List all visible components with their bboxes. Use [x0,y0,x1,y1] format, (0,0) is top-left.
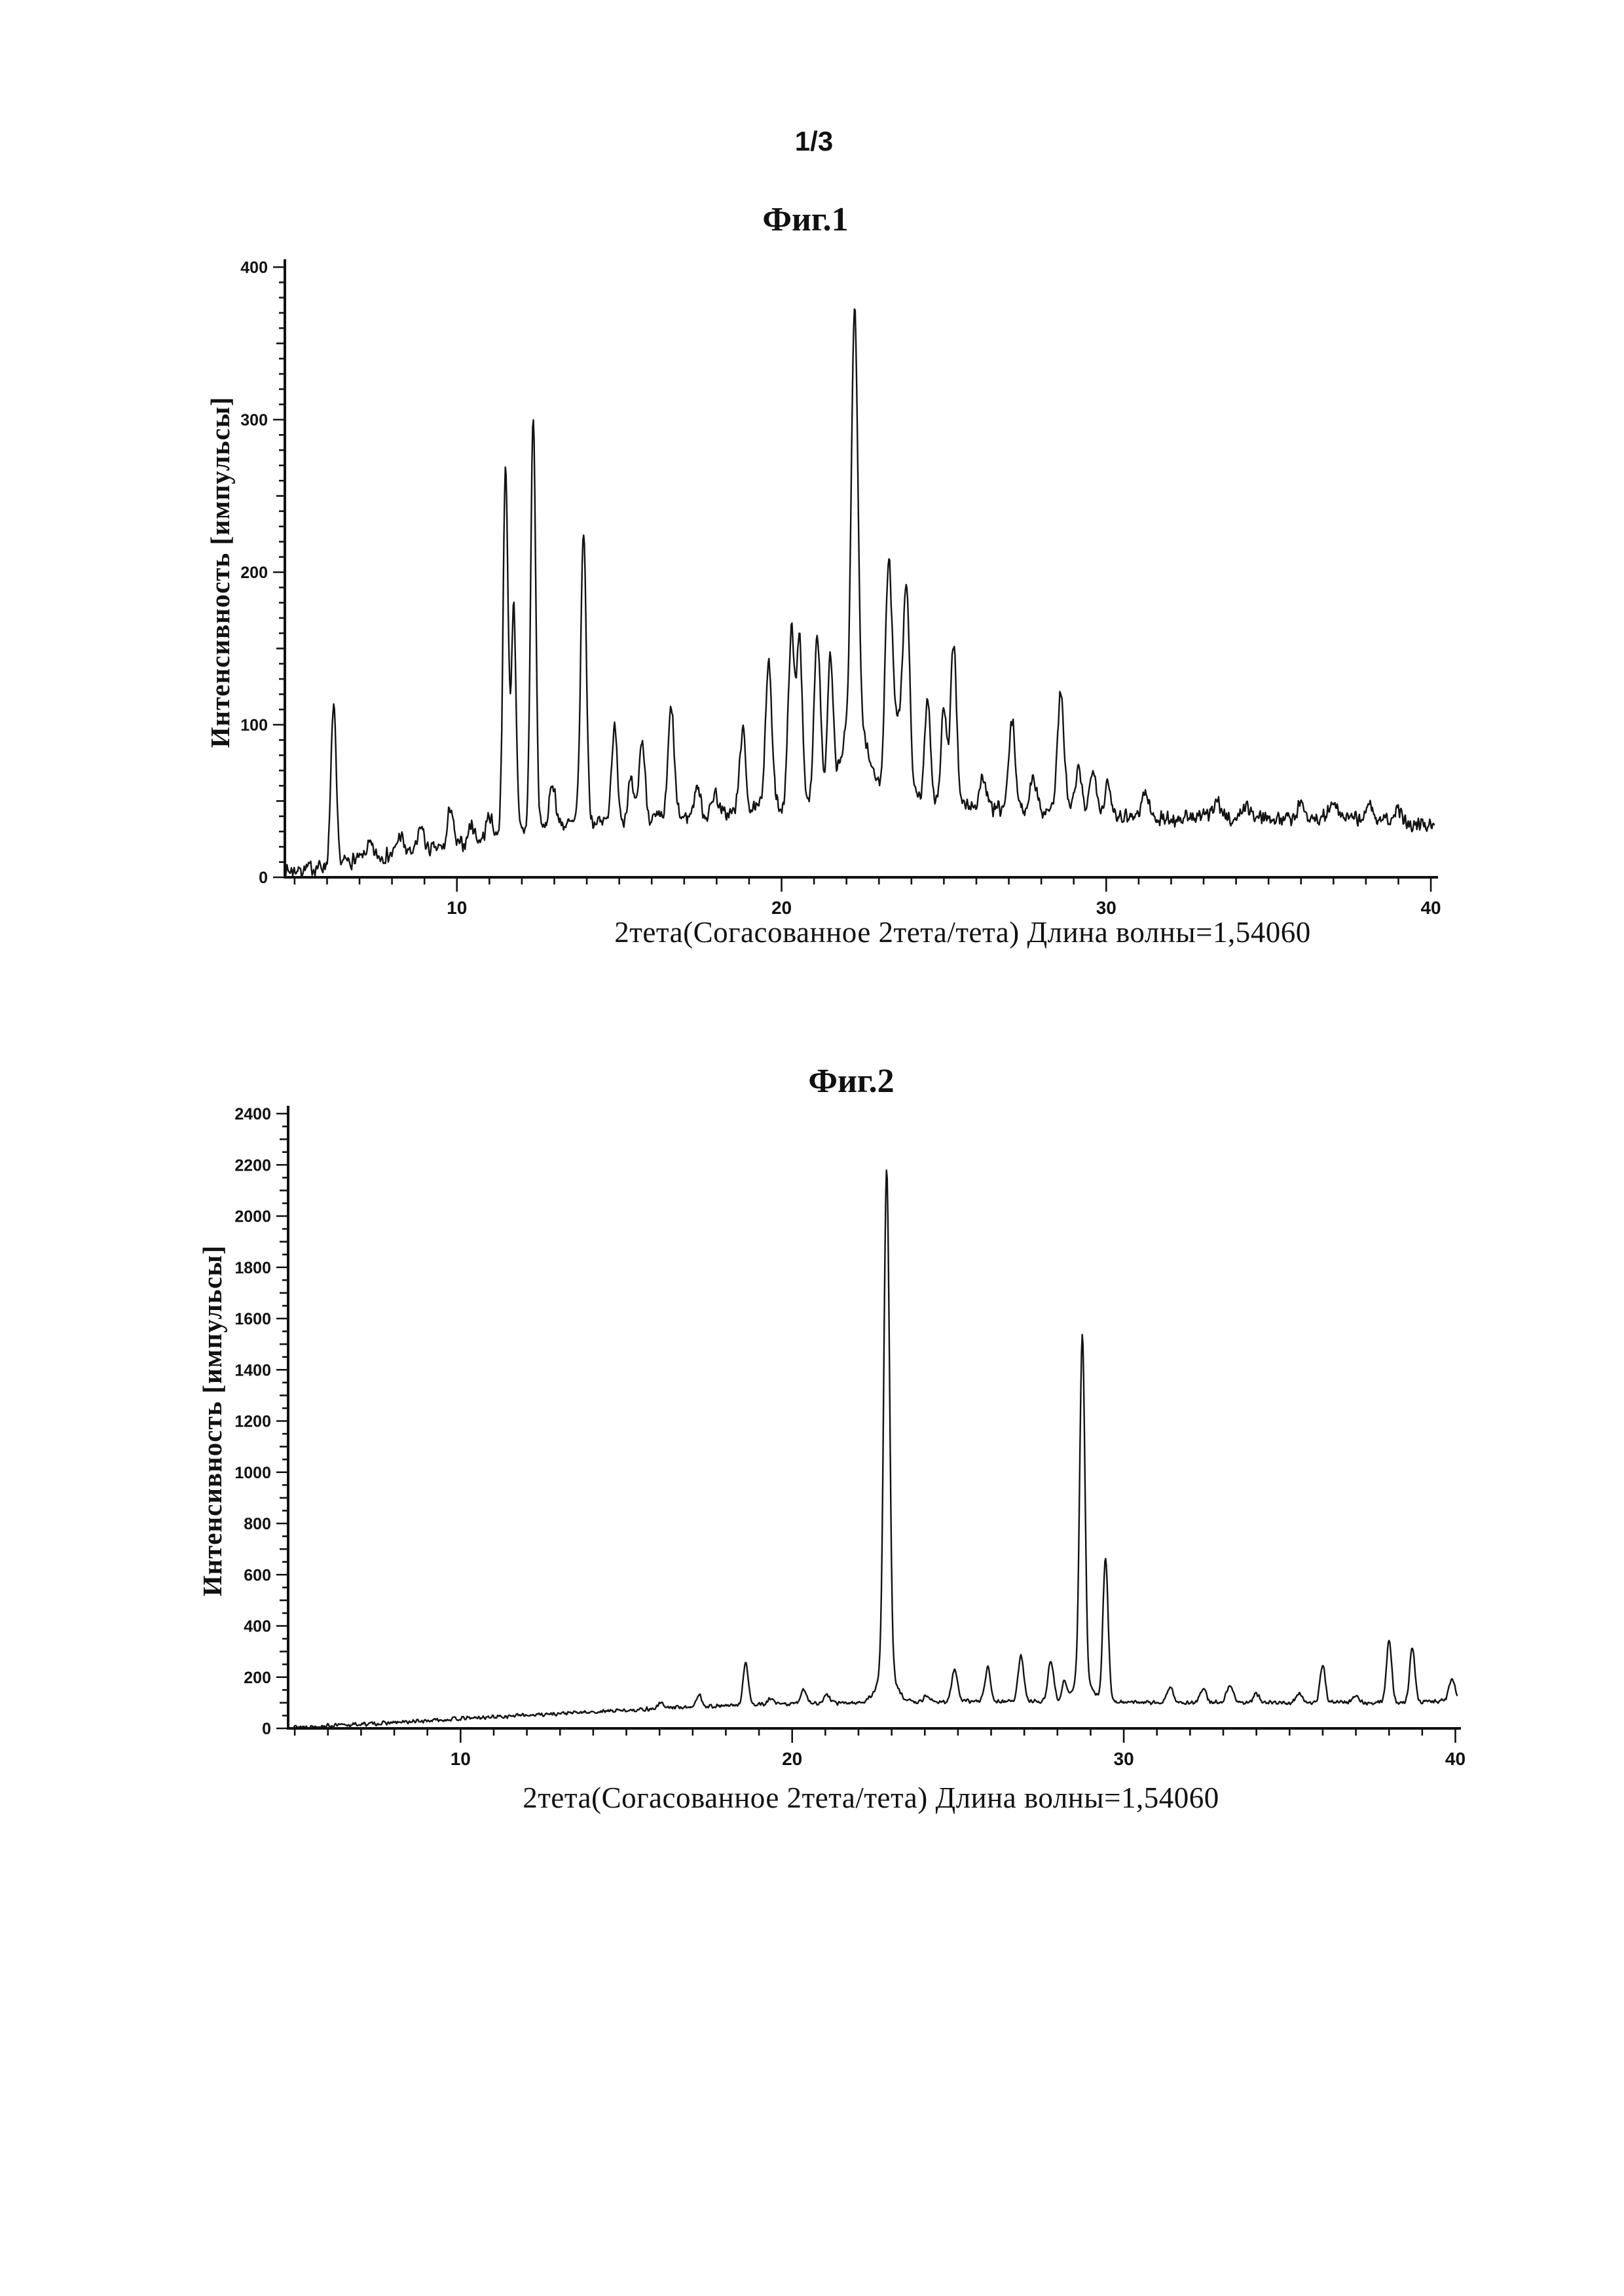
y-tick-label: 1400 [234,1361,271,1379]
x-tick-label: 30 [1114,1749,1134,1769]
y-tick-label: 300 [240,411,268,429]
fig1-y-axis-label: Интенсивность [импульсы] [205,397,235,748]
fig1-x-axis-caption: 2тета(Согасованное 2тета/тета) Длина вол… [614,916,1311,949]
y-tick-label: 800 [244,1515,271,1533]
y-tick-label: 1000 [234,1464,271,1482]
y-tick-label: 200 [240,564,268,582]
axis-line [287,1106,1461,1730]
axis-line [284,259,1438,879]
x-tick-label: 10 [447,898,467,918]
x-tick-label: 20 [782,1749,802,1769]
x-tick-label: 40 [1420,898,1441,918]
fig2-x-axis-caption: 2тета(Согасованное 2тета/тета) Длина вол… [523,1781,1219,1814]
y-tick-label: 2000 [234,1208,271,1226]
y-tick-label: 400 [240,259,268,277]
y-tick-label: 200 [244,1669,271,1687]
page-number: 1/3 [794,126,834,156]
y-tick-label: 2400 [234,1105,271,1123]
fig2-axes: 0 200 400 600 800 1000 1200 1400 1600 1800 2000 220… [234,1105,1466,1769]
xrd-trace [284,308,1435,877]
y-tick-label: 0 [262,1720,271,1738]
fig2-title: Фиг.2 [808,1063,895,1100]
fig1-title: Фиг.1 [762,201,849,238]
fig2-xrd-chart: Интенсивность [импульсы] 0 200 400 600 800 10… [197,1105,1466,1769]
y-tick-label: 1800 [234,1259,271,1277]
y-tick-label: 1600 [234,1310,271,1328]
y-tick-label: 600 [244,1566,271,1584]
y-tick-label: 100 [240,716,268,735]
y-tick-label: 1200 [234,1413,271,1431]
fig1-axes: 0 100 200 300 400 10 20 30 40 [240,259,1441,918]
x-tick-label: 30 [1096,898,1116,918]
x-tick-label: 20 [771,898,792,918]
y-tick-label: 0 [259,869,268,887]
y-tick-label: 2200 [234,1156,271,1175]
xrd-trace [287,1169,1458,1729]
y-tick-label: 400 [244,1618,271,1636]
x-tick-label: 10 [451,1749,471,1769]
x-tick-label: 40 [1445,1749,1466,1769]
fig2-y-axis-label: Интенсивность [импульсы] [197,1245,227,1597]
fig1-xrd-chart: Интенсивность [импульсы] 0 100 200 300 400 10… [205,259,1441,918]
